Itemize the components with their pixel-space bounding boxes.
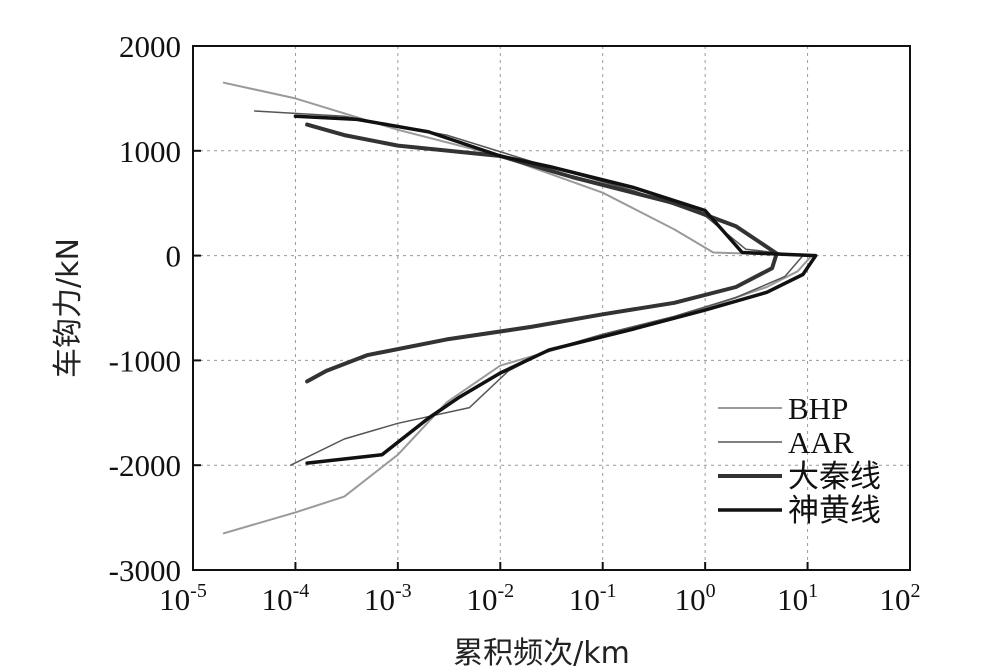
y-tick-label: -2000	[109, 448, 181, 483]
y-tick-label: 0	[166, 239, 182, 274]
y-tick-label: 1000	[119, 134, 181, 169]
y-tick-label: -1000	[109, 343, 181, 378]
series-line	[253, 110, 804, 466]
y-tick-label: 2000	[119, 29, 181, 64]
series-lines	[222, 81, 818, 535]
x-tick-label: 100	[675, 580, 716, 617]
x-tick-label: 10-3	[364, 580, 412, 617]
x-tick-label: 10-1	[569, 580, 617, 617]
x-tick-label: 102	[880, 580, 921, 617]
y-axis-label: 车钩力/kN	[51, 238, 86, 378]
series-line	[222, 81, 813, 535]
grid	[193, 46, 910, 570]
x-tick-label: 10-5	[159, 580, 207, 617]
series-line	[305, 122, 779, 384]
x-tick-label: 101	[777, 580, 818, 617]
x-tick-label: 10-4	[262, 580, 310, 617]
y-tick-label: -3000	[109, 553, 181, 588]
x-axis-label: 累积频次/km	[453, 636, 630, 671]
axis-ticks: 10-5 10-4 10-3 10-2 10-1 100 101 102 2000 1000 0 -1…	[109, 29, 921, 617]
legend-entry: BHP	[788, 391, 848, 426]
plot-area	[192, 45, 911, 571]
x-tick-label: 10-2	[466, 580, 514, 617]
legend-entry: AAR	[788, 425, 854, 460]
series-line	[293, 114, 818, 465]
legend-entry: 神黄线	[788, 493, 881, 528]
legend-entry: 大秦线	[788, 459, 881, 494]
